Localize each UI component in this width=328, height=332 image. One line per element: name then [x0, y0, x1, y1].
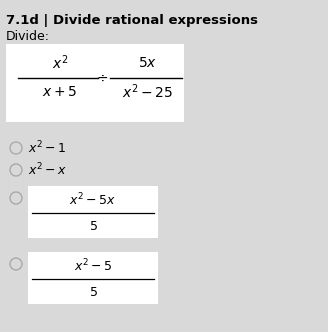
Text: $5$: $5$: [89, 286, 97, 298]
Text: $5x$: $5x$: [138, 56, 157, 70]
Text: $x^2-5x$: $x^2-5x$: [70, 192, 116, 208]
Text: $x^2-25$: $x^2-25$: [122, 83, 174, 101]
Text: $x^2 - x$: $x^2 - x$: [28, 162, 67, 178]
FancyBboxPatch shape: [28, 252, 158, 304]
Text: Divide:: Divide:: [6, 30, 50, 43]
Text: $\div$: $\div$: [96, 71, 108, 85]
FancyBboxPatch shape: [28, 186, 158, 238]
Text: 7.1d | Divide rational expressions: 7.1d | Divide rational expressions: [6, 14, 258, 27]
Text: $x^2$: $x^2$: [52, 54, 68, 72]
Text: $x+5$: $x+5$: [42, 85, 78, 99]
Text: $5$: $5$: [89, 219, 97, 232]
Text: $x^2-5$: $x^2-5$: [74, 258, 112, 274]
FancyBboxPatch shape: [6, 44, 184, 122]
Text: $x^2 - 1$: $x^2 - 1$: [28, 140, 66, 156]
